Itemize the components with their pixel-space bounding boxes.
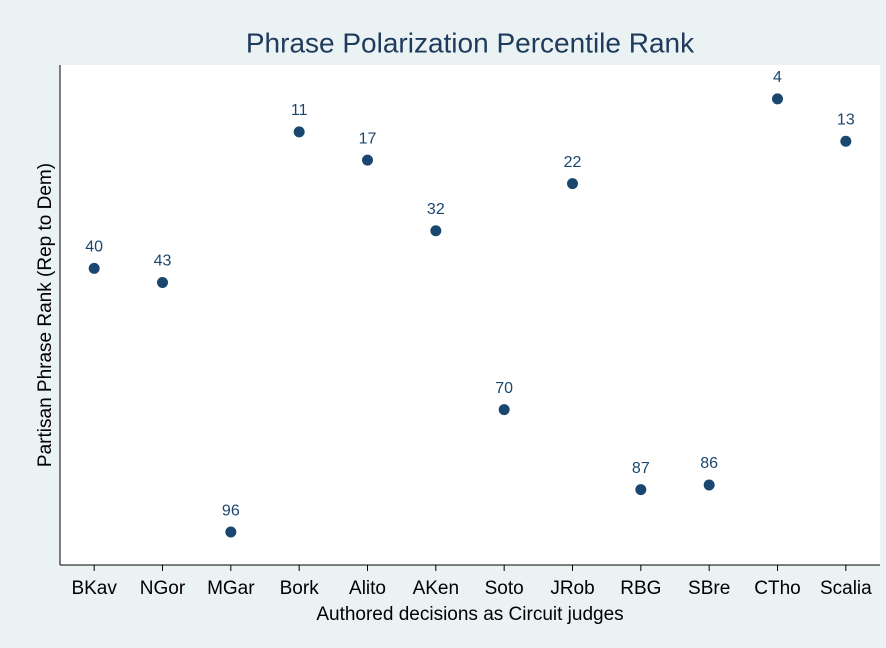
- data-label: 13: [837, 111, 855, 128]
- y-axis-label: Partisan Phrase Rank (Rep to Dem): [35, 163, 56, 467]
- x-tick-label: Alito: [349, 578, 386, 599]
- x-tick-label: Soto: [485, 578, 524, 599]
- x-tick-label: CTho: [754, 578, 800, 599]
- data-label: 22: [564, 154, 582, 171]
- x-tick-label: MGar: [207, 578, 255, 599]
- data-label: 40: [85, 239, 103, 256]
- data-label: 43: [154, 253, 172, 270]
- data-label: 96: [222, 502, 240, 519]
- x-tick-label: Bork: [280, 578, 320, 599]
- data-point: [635, 484, 647, 496]
- data-point: [362, 154, 373, 166]
- data-label: 86: [700, 455, 718, 472]
- data-point: [430, 225, 442, 237]
- x-tick-label: RBG: [620, 578, 661, 599]
- data-point: [703, 479, 715, 491]
- data-label: 11: [291, 102, 308, 119]
- data-point: [225, 526, 237, 538]
- data-point: [772, 93, 783, 105]
- data-point: [293, 126, 305, 138]
- data-point: [157, 277, 168, 289]
- data-label: 17: [359, 130, 377, 147]
- plot-area: [60, 65, 880, 565]
- data-label: 70: [495, 380, 513, 397]
- data-point: [88, 262, 100, 274]
- data-point: [567, 178, 578, 190]
- data-label: 4: [773, 69, 782, 86]
- chart-title: Phrase Polarization Percentile Rank: [246, 27, 695, 58]
- x-tick-label: NGor: [140, 578, 186, 599]
- x-tick-label: Scalia: [820, 578, 872, 599]
- data-point: [840, 135, 852, 147]
- x-tick-label: BKav: [71, 578, 117, 599]
- data-label: 87: [632, 460, 650, 477]
- x-tick-label: JRob: [550, 578, 594, 599]
- data-point: [498, 404, 510, 416]
- x-tick-label: SBre: [688, 578, 730, 599]
- x-tick-label: AKen: [413, 578, 459, 599]
- data-label: 32: [427, 201, 445, 218]
- x-axis-label: Authored decisions as Circuit judges: [316, 604, 623, 625]
